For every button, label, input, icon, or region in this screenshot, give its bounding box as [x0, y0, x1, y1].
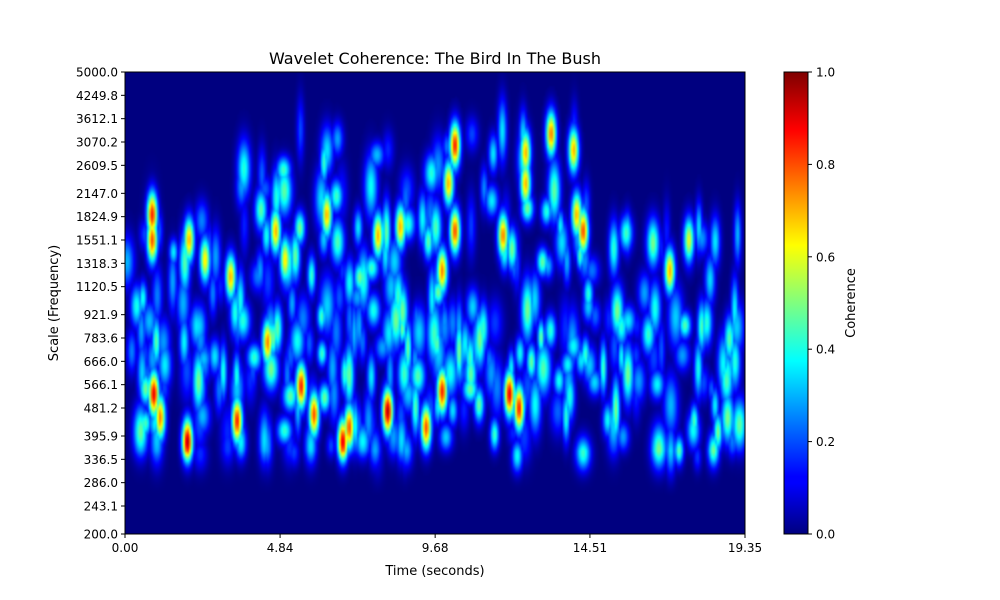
coherence-hotspot [187, 233, 191, 247]
coherence-hotspot [399, 220, 403, 234]
coherence-hotspot [687, 233, 691, 247]
coherence-hotspot [203, 253, 207, 267]
coherence-hotspot [517, 401, 521, 415]
coherence-hotspot [440, 264, 444, 278]
y-tick-label: 4249.8 [76, 89, 118, 103]
coherence-heatmap [125, 72, 745, 534]
y-tick-label: 1318.3 [76, 257, 118, 271]
x-tick-label: 14.51 [573, 541, 607, 555]
coherence-hotspot [283, 253, 287, 267]
coherence-hotspot [524, 146, 528, 160]
y-tick-label: 2609.5 [76, 159, 118, 173]
coherence-hotspot [575, 208, 579, 222]
y-axis-ticks: 5000.0 4249.8 3612.1 3070.2 2609.5 2147.0 1824… [76, 66, 125, 542]
x-tick-label: 4.84 [267, 541, 294, 555]
y-tick-label: 3612.1 [76, 112, 118, 126]
y-tick-label: 395.9 [84, 429, 118, 443]
coherence-hotspot [447, 176, 451, 190]
colorbar-tick-label: 1.0 [816, 66, 835, 80]
coherence-hotspot [274, 224, 278, 238]
x-axis-ticks: 0.00 4.84 9.68 14.51 19.35 [112, 534, 762, 555]
coherence-hotspot [581, 224, 585, 238]
x-tick-label: 19.35 [728, 541, 762, 555]
x-tick-label: 9.68 [422, 541, 449, 555]
y-tick-label: 286.0 [84, 476, 118, 490]
y-tick-label: 336.5 [84, 453, 118, 467]
coherence-hotspot [507, 387, 511, 401]
coherence-hotspot [347, 421, 351, 435]
coherence-hotspot [424, 421, 428, 435]
colorbar-tick-label: 0.6 [816, 250, 835, 264]
coherence-hotspot [440, 384, 444, 398]
coherence-hotspot [341, 435, 345, 449]
colorbar-ticks: 0.0 0.2 0.4 0.6 0.8 1.0 [808, 66, 835, 542]
coherence-hotspot [386, 404, 390, 418]
y-tick-label: 1551.1 [76, 233, 118, 247]
coherence-hotspot [524, 176, 528, 190]
coherence-hotspot [266, 335, 270, 349]
coherence-hotspot [572, 143, 576, 157]
y-tick-label: 921.9 [84, 308, 118, 322]
coherence-hotspot [235, 414, 239, 428]
coherence-hotspot [312, 407, 316, 421]
x-tick-label: 0.00 [112, 541, 139, 555]
y-tick-label: 481.2 [84, 401, 118, 415]
coherence-hotspot [150, 233, 154, 247]
y-tick-label: 3070.2 [76, 135, 118, 149]
y-tick-label: 2147.0 [76, 187, 118, 201]
colorbar-tick-label: 0.4 [816, 343, 835, 357]
coherence-hotspot [299, 379, 303, 393]
y-tick-label: 566.1 [84, 378, 118, 392]
coherence-hotspot [185, 435, 189, 449]
coherence-hotspot [668, 264, 672, 278]
coherence-hotspot [229, 270, 233, 284]
y-tick-label: 1120.5 [76, 280, 118, 294]
coherence-hotspot [150, 208, 154, 222]
coherence-hotspot [158, 411, 162, 425]
y-tick-label: 1824.9 [76, 210, 118, 224]
y-tick-label: 243.1 [84, 499, 118, 513]
coherence-hotspot [325, 208, 329, 222]
y-tick-label: 5000.0 [76, 66, 118, 80]
plot-area [124, 71, 746, 535]
y-tick-label: 666.0 [84, 355, 118, 369]
coherence-hotspot [453, 224, 457, 238]
chart-title: Wavelet Coherence: The Bird In The Bush [269, 49, 601, 68]
coherence-hotspot [549, 127, 553, 141]
x-axis-label: Time (seconds) [384, 564, 484, 579]
y-tick-label: 200.0 [84, 528, 118, 542]
y-axis-label: Scale (Frequency) [47, 245, 62, 361]
colorbar-tick-label: 0.2 [816, 435, 835, 449]
colorbar-tick-label: 0.8 [816, 158, 835, 172]
colorbar-tick-label: 0.0 [816, 528, 835, 542]
coherence-hotspot [376, 229, 380, 243]
coherence-hotspot [453, 138, 457, 152]
colorbar-label: Coherence [844, 268, 859, 338]
colorbar [783, 71, 809, 535]
coherence-hotspot [152, 387, 156, 401]
coherence-hotspot [501, 229, 505, 243]
y-tick-label: 783.6 [84, 332, 118, 346]
